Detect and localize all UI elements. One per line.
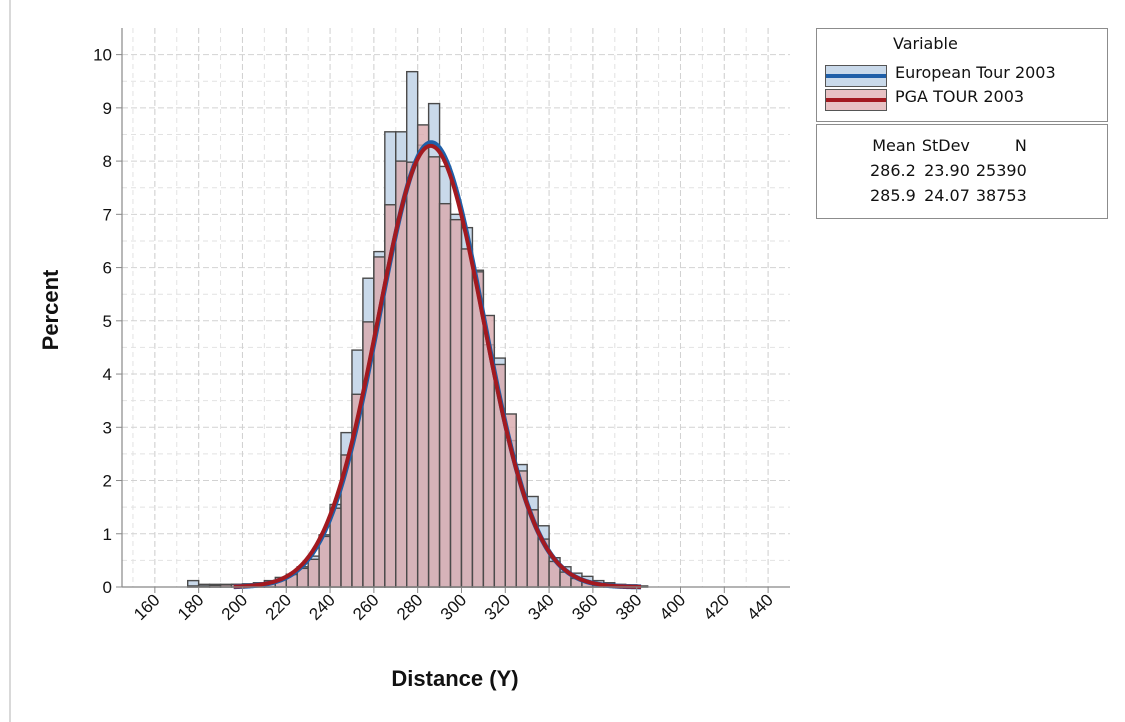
bar-pga bbox=[307, 558, 320, 588]
y-tick-label: 7 bbox=[103, 205, 112, 224]
x-tick-label: 360 bbox=[568, 590, 601, 623]
bar-pga bbox=[460, 248, 474, 588]
x-tick-label: 200 bbox=[218, 590, 251, 623]
stats-stdev-european: 23.90 bbox=[924, 161, 970, 180]
legend-title: Variable bbox=[893, 34, 958, 53]
y-tick-label: 8 bbox=[103, 152, 112, 171]
y-tick-label: 1 bbox=[103, 525, 112, 544]
x-tick-label: 220 bbox=[262, 590, 295, 623]
bar-pga bbox=[416, 124, 430, 588]
bar-pga bbox=[427, 156, 441, 588]
x-tick-label: 280 bbox=[393, 590, 426, 623]
stats-header-n: N bbox=[1014, 136, 1027, 155]
stats-row-european: 286.2 23.90 25390 bbox=[867, 158, 1030, 183]
stats-mean-european: 286.2 bbox=[870, 161, 916, 180]
y-tick-label: 2 bbox=[103, 472, 112, 491]
y-tick-label: 3 bbox=[103, 418, 112, 437]
y-tick-label: 9 bbox=[103, 99, 112, 118]
frame-left-border bbox=[9, 0, 11, 722]
x-tick-label: 440 bbox=[743, 590, 776, 623]
x-tick-label: 400 bbox=[656, 590, 689, 623]
stats-row-pga: 285.9 24.07 38753 bbox=[867, 183, 1030, 208]
x-tick-label: 260 bbox=[349, 590, 382, 623]
legend-label-european: European Tour 2003 bbox=[895, 63, 1056, 82]
y-tick-label: 5 bbox=[103, 312, 112, 331]
fit-curve-pga bbox=[232, 143, 642, 589]
stats-header-stdev: StDev bbox=[921, 136, 970, 155]
y-tick-label: 10 bbox=[93, 46, 112, 65]
bar-pga bbox=[449, 218, 463, 588]
stats-table: Mean StDev N 286.2 23.90 25390 285.9 24.… bbox=[867, 133, 1030, 208]
y-tick-label: 0 bbox=[103, 578, 112, 597]
x-tick-label: 160 bbox=[130, 590, 163, 623]
legend-swatch-pga bbox=[825, 89, 887, 111]
stats-n-european: 25390 bbox=[975, 161, 1027, 180]
x-tick-label: 180 bbox=[174, 590, 207, 623]
legend: Variable European Tour 2003 PGA TOUR 200… bbox=[816, 28, 1108, 122]
stats-mean-pga: 285.9 bbox=[870, 186, 916, 205]
y-tick-label: 6 bbox=[103, 259, 112, 278]
stats-header-row: Mean StDev N bbox=[867, 133, 1030, 158]
stats-header-mean: Mean bbox=[872, 136, 916, 155]
x-tick-label: 300 bbox=[437, 590, 470, 623]
x-tick-label: 320 bbox=[481, 590, 514, 623]
x-axis-label: Distance (Y) bbox=[391, 666, 518, 691]
fit-curves bbox=[232, 140, 643, 590]
stats-stdev-pga: 24.07 bbox=[924, 186, 970, 205]
stats-n-pga: 38753 bbox=[975, 186, 1027, 205]
stats-table-box: Mean StDev N 286.2 23.90 25390 285.9 24.… bbox=[816, 124, 1108, 219]
bars-pga-tour bbox=[187, 124, 649, 588]
legend-swatch-european bbox=[825, 65, 887, 87]
x-tick-label: 240 bbox=[305, 590, 338, 623]
bar-pga bbox=[406, 161, 419, 588]
x-tick-label: 380 bbox=[612, 590, 645, 623]
legend-label-pga: PGA TOUR 2003 bbox=[895, 87, 1025, 106]
x-tick-label: 420 bbox=[700, 590, 733, 623]
y-axis-label: Percent bbox=[38, 269, 63, 350]
y-tick-label: 4 bbox=[103, 365, 112, 384]
x-tick-label: 340 bbox=[524, 590, 557, 623]
bar-pga bbox=[438, 202, 452, 588]
